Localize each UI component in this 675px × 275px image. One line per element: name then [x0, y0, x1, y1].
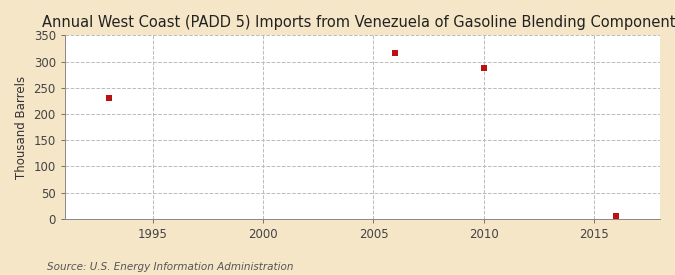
Point [390, 51, 401, 55]
Text: Source: U.S. Energy Information Administration: Source: U.S. Energy Information Administ… [47, 262, 294, 272]
Point [479, 66, 489, 71]
Point [103, 96, 114, 100]
Point [610, 213, 621, 218]
Y-axis label: Thousand Barrels: Thousand Barrels [15, 75, 28, 178]
Title: Annual West Coast (PADD 5) Imports from Venezuela of Gasoline Blending Component: Annual West Coast (PADD 5) Imports from … [42, 15, 675, 30]
